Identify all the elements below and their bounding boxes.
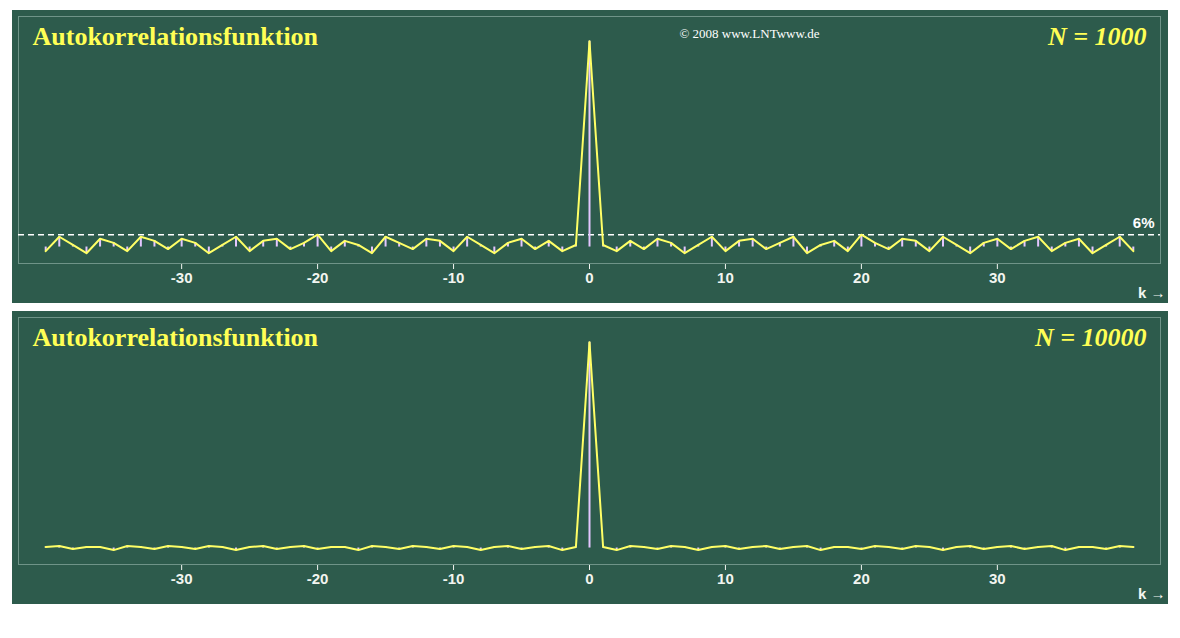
svg-text:-30: -30 [171,570,193,587]
svg-text:N = 1000: N = 1000 [1047,22,1147,51]
svg-text:30: 30 [989,269,1006,286]
svg-text:10: 10 [717,570,734,587]
svg-text:-20: -20 [307,570,329,587]
svg-text:k →: k → [1138,585,1166,602]
svg-text:Autokorrelationsfunktion: Autokorrelationsfunktion [33,323,319,352]
svg-text:0: 0 [585,269,593,286]
svg-text:0: 0 [585,570,593,587]
svg-text:20: 20 [853,269,870,286]
svg-text:6%: 6% [1133,214,1155,231]
svg-text:N = 10000: N = 10000 [1034,323,1147,352]
svg-text:k →: k → [1138,284,1166,301]
svg-text:-20: -20 [307,269,329,286]
svg-text:© 2008 www.LNTwww.de: © 2008 www.LNTwww.de [679,26,819,41]
svg-text:30: 30 [989,570,1006,587]
svg-text:20: 20 [853,570,870,587]
svg-text:-30: -30 [171,269,193,286]
svg-text:-10: -10 [443,269,465,286]
svg-text:-10: -10 [443,570,465,587]
svg-text:10: 10 [717,269,734,286]
svg-text:Autokorrelationsfunktion: Autokorrelationsfunktion [33,22,319,51]
